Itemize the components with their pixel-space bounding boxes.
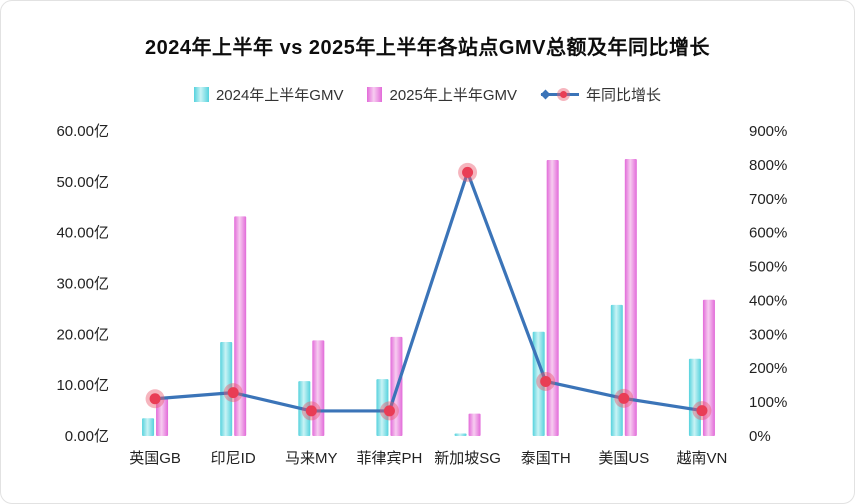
right-axis-tick: 700%	[749, 191, 787, 208]
yoy-marker-1	[227, 387, 239, 399]
bar-2024-6	[610, 304, 623, 436]
yoy-marker-2	[305, 405, 317, 417]
bar-2024-7	[688, 358, 701, 436]
legend-label-2024: 2024年上半年GMV	[215, 87, 344, 104]
bar-2025-4	[468, 413, 481, 436]
x-axis-label: 菲律宾PH	[357, 450, 423, 467]
bar-2025-7	[702, 299, 715, 436]
yoy-marker-5	[540, 375, 552, 387]
yoy-marker-7	[696, 405, 708, 417]
bar-2025-2	[312, 340, 325, 436]
chart-title: 2024年上半年 vs 2025年上半年各站点GMV总额及年同比增长	[145, 37, 710, 59]
legend-item-2024-gmv[interactable]: 2024年上半年GMV	[193, 84, 344, 105]
right-axis-tick: 800%	[749, 157, 787, 174]
legend-swatch-2024-icon	[193, 87, 209, 102]
x-axis-label: 新加坡SG	[434, 450, 501, 467]
legend-diamond-icon	[540, 89, 551, 100]
left-axis-tick: 40.00亿	[56, 225, 109, 242]
legend-dot-icon	[560, 91, 568, 98]
legend-swatch-2025-icon	[367, 87, 383, 102]
left-axis-tick: 50.00亿	[56, 174, 109, 191]
right-axis-tick: 500%	[749, 259, 787, 276]
left-axis-tick: 0.00亿	[65, 428, 109, 445]
x-axis-label: 美国US	[598, 450, 649, 467]
right-axis-tick: 300%	[749, 326, 787, 343]
right-axis-tick: 0%	[749, 428, 771, 445]
yoy-line	[153, 170, 704, 413]
bar-2025-0	[156, 398, 169, 436]
legend-item-2025-gmv[interactable]: 2025年上半年GMV	[367, 84, 517, 105]
x-axis-label: 英国GB	[129, 449, 181, 467]
right-axis-tick: 100%	[749, 394, 787, 411]
bar-2024-0	[142, 418, 155, 436]
x-axis-label: 印尼ID	[211, 450, 256, 467]
x-axis-label: 泰国TH	[521, 450, 571, 467]
left-axis-tick: 10.00亿	[56, 377, 109, 394]
bar-2024-4	[454, 433, 467, 436]
bar-2024-1	[220, 341, 233, 436]
right-axis-tick: 400%	[749, 292, 787, 309]
bar-2025-5	[546, 159, 559, 436]
x-axis-label: 越南VN	[677, 450, 728, 467]
legend-label-yoy: 年同比增长	[586, 87, 662, 104]
left-axis-tick: 20.00亿	[56, 326, 109, 343]
x-axis-label: 马来MY	[285, 450, 338, 467]
bar-2025-1	[234, 216, 247, 436]
yoy-marker-4	[462, 166, 474, 178]
legend-item-yoy[interactable]: 年同比增长	[540, 84, 662, 105]
right-axis-tick: 200%	[749, 360, 787, 377]
right-axis-tick: 900%	[749, 123, 787, 140]
legend-line-marker-icon	[540, 87, 580, 102]
yoy-marker-0	[149, 393, 161, 405]
chart-legend: 2024年上半年GMV 2025年上半年GMV 年同比增长	[1, 84, 854, 105]
bar-2024-3	[376, 379, 389, 436]
left-axis-tick: 60.00亿	[56, 123, 109, 140]
yoy-marker-3	[383, 405, 395, 417]
bar-2025-6	[624, 158, 637, 437]
right-axis-tick: 600%	[749, 225, 787, 242]
yoy-marker-6	[618, 392, 630, 404]
legend-label-2025: 2025年上半年GMV	[389, 87, 518, 104]
left-axis-tick: 30.00亿	[56, 276, 109, 293]
